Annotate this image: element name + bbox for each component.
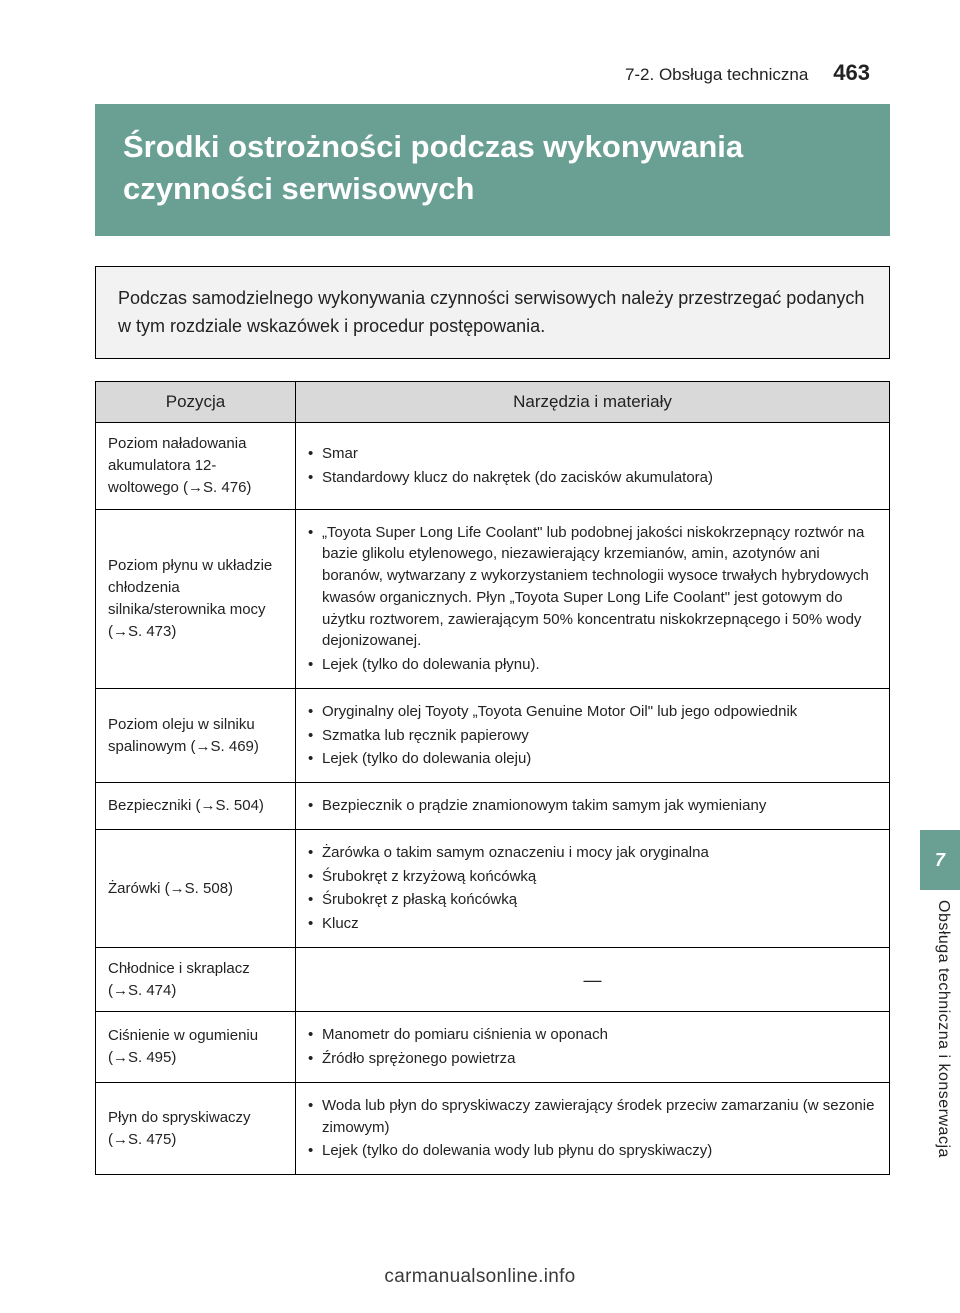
table-row: Chłodnice i skraplacz (→S. 474)—	[96, 947, 890, 1012]
table-row: Żarówki (→S. 508) Żarówka o takim samym o…	[96, 829, 890, 947]
col-header-tools: Narzędzia i materiały	[296, 382, 890, 423]
table-row: Poziom płynu w układzie chłodzenia silni…	[96, 509, 890, 688]
section-label: 7-2. Obsługa techniczna	[625, 65, 808, 85]
tool-item: Oryginalny olej Toyoty „Toyota Genuine M…	[308, 701, 877, 723]
table-row: Ciśnienie w ogumieniu (→S. 495)Manometr …	[96, 1012, 890, 1083]
table-row: Płyn do spryskiwaczy (→S. 475) Woda lub p…	[96, 1082, 890, 1174]
tool-item: Żarówka o takim samym oznaczeniu i mocy …	[308, 842, 877, 864]
tool-item: Manometr do pomiaru ciśnienia w oponach	[308, 1024, 877, 1046]
position-cell: Poziom naładowania akumulatora 12-woltow…	[96, 423, 296, 509]
intro-box: Podczas samodzielnego wykonywania czynno…	[95, 266, 890, 360]
tools-table: Pozycja Narzędzia i materiały Poziom nał…	[95, 381, 890, 1175]
footer-source: carmanualsonline.info	[0, 1266, 960, 1288]
tools-cell: Żarówka o takim samym oznaczeniu i mocy …	[296, 829, 890, 947]
tool-item: Lejek (tylko do dolewania płynu).	[308, 654, 877, 676]
tool-item: Źródło sprężonego powietrza	[308, 1048, 877, 1070]
tools-cell: SmarStandardowy klucz do nakrętek (do za…	[296, 423, 890, 509]
running-header: 7-2. Obsługa techniczna 463	[95, 60, 890, 86]
table-row: Poziom naładowania akumulatora 12-woltow…	[96, 423, 890, 509]
position-cell: Żarówki (→S. 508)	[96, 829, 296, 947]
tool-item: Standardowy klucz do nakrętek (do zacisk…	[308, 467, 877, 489]
col-header-position: Pozycja	[96, 382, 296, 423]
tools-cell: Woda lub płyn do spryskiwaczy zawierając…	[296, 1082, 890, 1174]
table-row: Bezpieczniki (→S. 504) Bezpiecznik o prąd…	[96, 783, 890, 830]
tools-cell: Oryginalny olej Toyoty „Toyota Genuine M…	[296, 688, 890, 782]
position-cell: Poziom płynu w układzie chłodzenia silni…	[96, 509, 296, 688]
tool-item: „Toyota Super Long Life Coolant" lub pod…	[308, 522, 877, 653]
tools-cell: —	[296, 947, 890, 1012]
position-cell: Bezpieczniki (→S. 504)	[96, 783, 296, 830]
tool-item: Lejek (tylko do dolewania wody lub płynu…	[308, 1140, 877, 1162]
tool-item: Klucz	[308, 913, 877, 935]
page-number: 463	[833, 60, 870, 86]
tools-cell: Manometr do pomiaru ciśnienia w oponachŹ…	[296, 1012, 890, 1083]
position-cell: Ciśnienie w ogumieniu (→S. 495)	[96, 1012, 296, 1083]
section-title-block: Środki ostrożności podczas wykonywania c…	[95, 104, 890, 236]
tool-item: Szmatka lub ręcznik papierowy	[308, 725, 877, 747]
tool-item: Smar	[308, 443, 877, 465]
position-cell: Poziom oleju w silniku spalinowym (→S. 4…	[96, 688, 296, 782]
table-row: Poziom oleju w silniku spalinowym (→S. 4…	[96, 688, 890, 782]
intro-text: Podczas samodzielnego wykonywania czynno…	[118, 288, 864, 336]
tools-cell: „Toyota Super Long Life Coolant" lub pod…	[296, 509, 890, 688]
tool-item: Śrubokręt z płaską końcówką	[308, 889, 877, 911]
tools-cell: Bezpiecznik o prądzie znamionowym takim …	[296, 783, 890, 830]
position-cell: Chłodnice i skraplacz (→S. 474)	[96, 947, 296, 1012]
position-cell: Płyn do spryskiwaczy (→S. 475)	[96, 1082, 296, 1174]
chapter-number: 7	[935, 850, 945, 871]
manual-page: 7-2. Obsługa techniczna 463 Środki ostro…	[0, 0, 960, 1313]
tool-item: Bezpiecznik o prądzie znamionowym takim …	[308, 795, 877, 817]
tool-item: Woda lub płyn do spryskiwaczy zawierając…	[308, 1095, 877, 1139]
tool-item: Śrubokręt z krzyżową końcówką	[308, 866, 877, 888]
chapter-side-label: Obsługa techniczna i konserwacja	[934, 900, 952, 1250]
section-title: Środki ostrożności podczas wykonywania c…	[123, 126, 862, 210]
chapter-tab: 7	[920, 830, 960, 890]
tool-item: Lejek (tylko do dolewania oleju)	[308, 748, 877, 770]
